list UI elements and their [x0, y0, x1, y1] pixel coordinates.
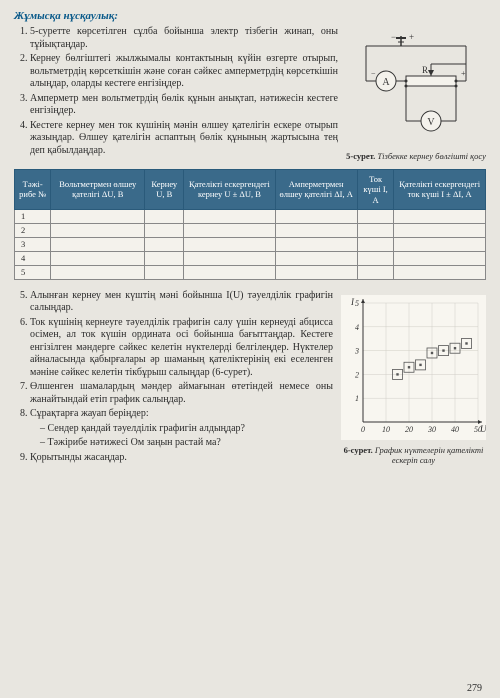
data-table: Тәжі­рибе № Вольтметрмен өлшеу қателігі … [14, 169, 486, 280]
table-row: 3 [15, 237, 486, 251]
table-header: Ток күші I, А [357, 170, 394, 210]
svg-text:+: + [461, 69, 466, 78]
instruction-item: Кернеу бөлгіштегі жылжымалы контактының … [30, 53, 338, 91]
instruction-item: Қорытынды жасаңдар. [30, 452, 333, 465]
table-header: Кернеу U, В [145, 170, 184, 210]
table-header: Тәжі­рибе № [15, 170, 51, 210]
svg-text:30: 30 [427, 425, 436, 434]
svg-text:10: 10 [382, 425, 390, 434]
top-section: 5-суретте көрсетілген сұлба бойынша элек… [14, 26, 486, 161]
table-row: 5 [15, 265, 486, 279]
table-header: Қателікті ескер­гендегі кернеу U ± ΔU, В [184, 170, 275, 210]
instruction-item: 5-суретте көрсетілген сұлба бойынша элек… [30, 26, 338, 51]
figure-5-caption: 5-сурет. Тізбекке кернеу бөлгішті қосу [346, 151, 486, 161]
figure-6-caption: 6-сурет. График нүктелерін қателікті еск… [341, 445, 486, 465]
bottom-instructions: Алынған кернеу мен күштің мәні бойынша I… [14, 290, 333, 467]
svg-text:−: − [371, 69, 376, 78]
svg-text:U: U [480, 424, 486, 434]
page-number: 279 [467, 683, 482, 694]
bottom-section: Алынған кернеу мен күштің мәні бойынша I… [14, 290, 486, 467]
svg-text:20: 20 [405, 425, 413, 434]
svg-text:−: − [391, 32, 396, 42]
instruction-item: Сұрақтарға жауап беріңдер: – Сендер қанд… [30, 408, 333, 450]
svg-text:0: 0 [361, 425, 365, 434]
table-row: 1 [15, 209, 486, 223]
instruction-item: Өлшенген шамалардың мәндер аймағынан өте… [30, 381, 333, 406]
circuit-diagram: − + A R [346, 26, 486, 146]
circuit-figure: − + A R [346, 26, 486, 161]
table-header: Вольтметрмен өлшеу қателігі ΔU, В [51, 170, 145, 210]
section-heading: Жұмысқа нұсқаулық: [14, 10, 486, 22]
svg-text:2: 2 [355, 370, 359, 379]
chart-figure: 0102030405012345UI 6-сурет. График нүкте… [341, 295, 486, 467]
sub-question: – Сендер қандай тәуелділік графигін алды… [30, 423, 333, 436]
instruction-item: Ток күшінің кернеуге тәуелділік графигін… [30, 317, 333, 380]
sub-question: – Тәжірибе нәтижесі Ом заңын растай ма? [30, 437, 333, 450]
scatter-chart: 0102030405012345UI [341, 295, 486, 440]
svg-text:40: 40 [451, 425, 459, 434]
svg-text:A: A [382, 77, 390, 88]
svg-text:+: + [409, 32, 414, 42]
instructions-list: 5-суретте көрсетілген сұлба бойынша элек… [14, 26, 338, 161]
table-row: 4 [15, 251, 486, 265]
svg-text:5: 5 [355, 299, 359, 308]
instruction-item: Амперметр мен вольтметрдің бөлік құнын а… [30, 93, 338, 118]
instruction-item: Кестеге кернеу мен ток күшінің мәнін өлш… [30, 120, 338, 158]
svg-text:V: V [427, 117, 435, 128]
table-header: Қателікті ескер­гендегі ток күші I ± ΔI,… [394, 170, 486, 210]
svg-text:1: 1 [355, 394, 359, 403]
svg-text:R: R [422, 65, 428, 75]
svg-text:4: 4 [355, 323, 359, 332]
table-header: Ампер­метрмен өлшеу қателігі ΔI, А [275, 170, 357, 210]
instruction-item: Алынған кернеу мен күштің мәні бойынша I… [30, 290, 333, 315]
svg-text:3: 3 [354, 346, 359, 355]
table-row: 2 [15, 223, 486, 237]
